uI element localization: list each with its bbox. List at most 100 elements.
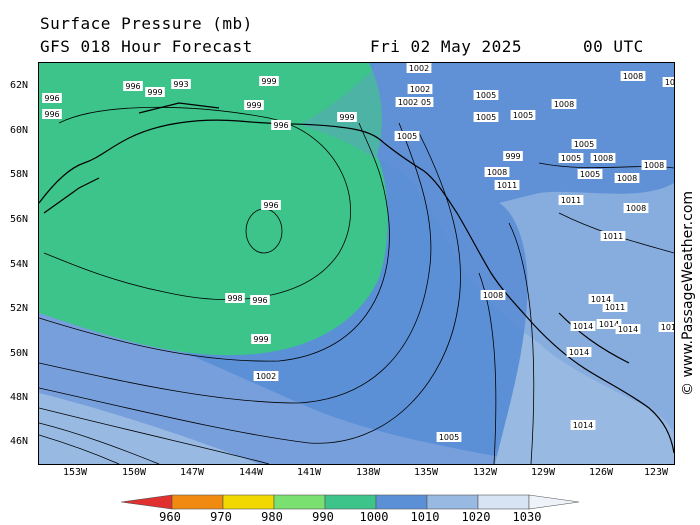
lon-label-138w: 138W: [355, 467, 381, 478]
isobar-label-text: 1008: [554, 100, 574, 109]
isobar-label: 998: [225, 293, 245, 303]
isobar-label-text: 1005: [561, 154, 581, 163]
isobar-label-text: 1014: [573, 322, 593, 331]
isobar-label: 1011: [494, 180, 520, 190]
colorbar-label-1010: 1010: [410, 510, 440, 524]
isobar-label-text: 1014: [569, 348, 589, 357]
isobar-label-text: 1005: [476, 91, 496, 100]
isobars: [39, 106, 674, 464]
lat-label-62n: 62N: [10, 80, 29, 91]
pressure-fill-outer: [39, 293, 539, 464]
isobar-label-text: 996: [44, 110, 59, 119]
coastline: [39, 102, 674, 454]
lat-label-58n: 58N: [10, 169, 29, 180]
colorbar-swatch-1010: [375, 494, 428, 510]
lon-label-129w: 129W: [530, 467, 556, 478]
isobar-label-text: 999: [339, 113, 354, 122]
isobar-label-text: 1011: [603, 232, 623, 241]
isobar-1011: [39, 422, 160, 464]
isobar-label-text: 1005: [411, 98, 431, 107]
isobar-label: 1014: [596, 319, 622, 329]
isobar-label: 1014: [570, 420, 596, 430]
isobar-label-text: 1008: [487, 168, 507, 177]
isobar-labels: 1002100510051008100810111011101410021002…: [42, 63, 674, 442]
lat-label-56n: 56N: [10, 214, 29, 225]
isobar-label-text: 1005: [476, 113, 496, 122]
lat-label-54n: 54N: [10, 259, 29, 270]
colorbar-label-970: 970: [210, 510, 232, 524]
isobar-label: 1011: [662, 77, 674, 87]
isobar-label: 1008: [623, 203, 649, 213]
lon-label-141w: 141W: [296, 467, 322, 478]
isobar-label: 1002: [253, 371, 279, 381]
forecast-time: 00 UTC: [583, 37, 644, 56]
colorbar-swatch-high: [528, 494, 580, 510]
isobar-label: 996: [123, 81, 143, 91]
north-coast: [138, 102, 220, 114]
colorbar-swatch-1000: [324, 494, 377, 510]
isobar-label-text: 999: [505, 152, 520, 161]
isobar-label-text: 1011: [561, 196, 581, 205]
map-title: Surface Pressure (mb): [40, 14, 253, 33]
isobar-label: 1005: [571, 139, 597, 149]
lon-label-123w: 123W: [643, 467, 669, 478]
lat-label-50n: 50N: [10, 348, 29, 359]
isobar-label: 1008: [484, 167, 510, 177]
colorbar-swatch-980: [222, 494, 275, 510]
forecast-label: GFS 018 Hour Forecast: [40, 37, 253, 56]
colorbar-swatch-1020: [426, 494, 479, 510]
isobar-label-text: 1014: [599, 320, 619, 329]
isobar-label-text: 1014: [591, 295, 611, 304]
isobar-label: 1005: [510, 110, 536, 120]
isobar-label-text: 1005: [439, 433, 459, 442]
isobar-label-text: 1011: [605, 303, 625, 312]
isobar-label: 1002: [395, 97, 421, 107]
isobar-label: 993: [171, 79, 191, 89]
colorbar-swatch-1030: [477, 494, 530, 510]
isobar-label: 1014: [566, 347, 592, 357]
isobar-label: 996: [42, 109, 62, 119]
isobar-label-text: 1002: [256, 372, 276, 381]
isobar-label-text: 1005: [397, 132, 417, 141]
isobar-label-text: 999: [147, 88, 162, 97]
isobar-label-text: 1008: [644, 161, 664, 170]
isobar-label-text: 998: [227, 294, 242, 303]
isobar-label: 1002: [407, 84, 433, 94]
lat-label-46n: 46N: [10, 436, 29, 447]
isobar-label-text: 1014: [573, 421, 593, 430]
isobar-label: 1005: [436, 432, 462, 442]
isobar-label: 1008: [614, 173, 640, 183]
isobar-996: [43, 106, 351, 300]
isobar-label-text: 1002: [409, 64, 429, 73]
isobar-label-text: 1002: [398, 98, 418, 107]
lat-label-48n: 48N: [10, 392, 29, 403]
isobar-label: 1005: [558, 153, 584, 163]
isobar-label: 1005: [577, 169, 603, 179]
isobar-label-text: 1014: [618, 325, 638, 334]
isobar-label-text: 996: [44, 94, 59, 103]
isobar-label-text: 1011: [497, 181, 517, 190]
isobar-label-text: 1002: [410, 85, 430, 94]
isobar-label-text: 999: [261, 77, 276, 86]
forecast-date: Fri 02 May 2025: [370, 37, 522, 56]
isobar-1002: [39, 122, 432, 404]
coast-line: [39, 119, 674, 454]
lat-label-60n: 60N: [10, 125, 29, 136]
isobar-label: 1008: [641, 160, 667, 170]
isobar-label-text: 996: [263, 201, 278, 210]
isobar-label: 1005: [394, 131, 420, 141]
colorbar-label-1030: 1030: [512, 510, 542, 524]
lon-label-150w: 150W: [121, 467, 147, 478]
isobar-label: 1005: [408, 97, 434, 107]
colorbar-swatch-970: [171, 494, 224, 510]
colorbar-label-990: 990: [312, 510, 334, 524]
isobar-label: 996: [42, 93, 62, 103]
isobar-label: 1008: [590, 153, 616, 163]
isobar-label: 1014: [615, 324, 641, 334]
isobar-label-text: 1008: [593, 154, 613, 163]
colorbar-label-980: 980: [261, 510, 283, 524]
isobar-label: 999: [259, 76, 279, 86]
lon-label-147w: 147W: [179, 467, 205, 478]
isobar-label: 1008: [551, 99, 577, 109]
isobar-label: 1002: [406, 63, 432, 73]
